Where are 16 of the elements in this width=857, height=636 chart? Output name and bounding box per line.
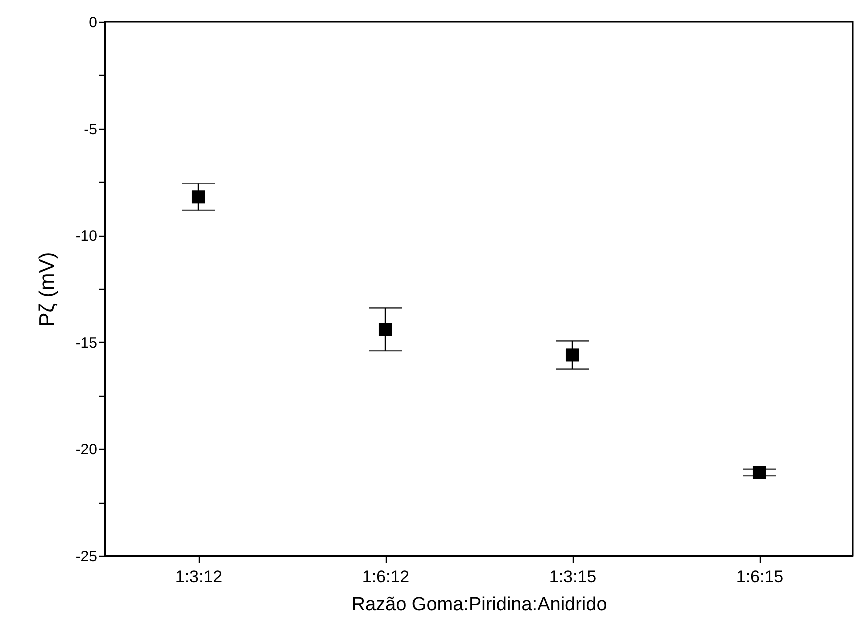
- x-tick-label: 1:3:12: [175, 568, 223, 586]
- point: [192, 190, 206, 204]
- y-tick-label: -5: [84, 121, 98, 138]
- y-tick-label: -15: [76, 334, 98, 352]
- x-tick-label: 1:6:12: [362, 568, 410, 586]
- point: [752, 466, 766, 480]
- x-axis-title: Razão Goma:Piridina:Anidrido: [352, 594, 608, 616]
- x-tick-label: 1:6:15: [736, 568, 784, 586]
- y-tick-label: -25: [76, 548, 98, 566]
- point: [566, 348, 580, 362]
- y-tick-label: -10: [76, 228, 98, 246]
- x-tick-label: 1:3:15: [549, 568, 597, 586]
- point: [378, 323, 392, 336]
- y-axis-title: Pζ (mV): [36, 252, 59, 327]
- y-tick-label: -20: [76, 442, 98, 459]
- y-tick-label: 0: [89, 14, 98, 32]
